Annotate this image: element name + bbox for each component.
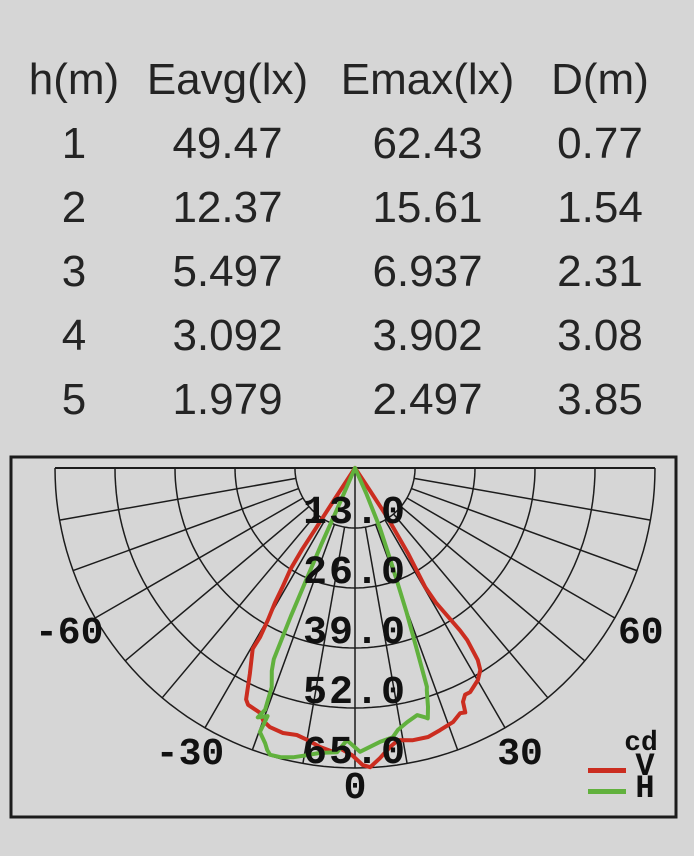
angle-tick-label-60: 60 [618, 612, 664, 655]
radial-tick-label-65.0: 65.0 [303, 731, 407, 776]
grid-spoke-60 [406, 497, 616, 619]
series-H-curve [255, 466, 430, 760]
table-header-1: Eavg(lx) [146, 55, 309, 104]
grid-spoke-80 [413, 477, 651, 521]
grid-spoke--60 [94, 497, 304, 619]
table-cell: 5.497 [172, 247, 283, 296]
grid-spoke-40 [392, 513, 549, 699]
grid-spoke--40 [161, 513, 318, 699]
grid-spoke--50 [124, 505, 310, 662]
table-cell: 62.43 [372, 119, 483, 168]
table-cell: 1.979 [172, 375, 283, 424]
table-cell: 15.61 [372, 183, 483, 232]
grid-spoke-30 [384, 519, 506, 729]
legend-label-V: V [635, 748, 655, 785]
table-header-3: D(m) [551, 55, 649, 104]
chart-border [9, 455, 678, 819]
angle-tick-label-0: 0 [344, 767, 367, 810]
table-cell: 1.54 [557, 183, 643, 232]
grid-spoke-70 [411, 487, 638, 572]
grid-spoke--80 [59, 477, 297, 521]
table-cell: 0.77 [557, 119, 643, 168]
grid-spoke--70 [72, 487, 299, 572]
table-cell: 1 [61, 119, 87, 168]
angle-tick-label-30: 30 [497, 733, 543, 776]
table-cell: 2 [61, 183, 87, 232]
table-cell: 3 [61, 247, 87, 296]
table-cell: 12.37 [172, 183, 283, 232]
grid-spoke--20 [251, 524, 336, 751]
radial-tick-label-52.0: 52.0 [303, 671, 407, 716]
legend-unit-label: cd [624, 728, 658, 759]
grid-spoke-50 [400, 505, 586, 662]
illuminance-table: h(m) Eavg(lx) Emax(lx) D(m) 1 49.47 62.43 0.77 2… [8, 48, 660, 432]
table-cell: 3.902 [372, 311, 483, 360]
table-cell: 3.092 [172, 311, 283, 360]
legend-label-H: H [635, 770, 654, 807]
table-cell: 2.497 [372, 375, 483, 424]
radial-tick-label-39.0: 39.0 [303, 611, 407, 656]
table-header-0: h(m) [28, 55, 120, 104]
table-header-2: Emax(lx) [340, 55, 515, 104]
angle-tick-label--60: -60 [35, 612, 103, 655]
table-cell: 4 [61, 311, 87, 360]
table-cell: 3.08 [557, 311, 643, 360]
table-cell: 6.937 [372, 247, 483, 296]
angle-tick-label--30: -30 [156, 733, 224, 776]
radial-tick-label-13.0: 13.0 [303, 491, 407, 536]
grid-spoke--10 [302, 526, 346, 764]
radial-tick-label-26.0: 26.0 [303, 551, 407, 596]
series-V-curve [244, 466, 483, 770]
grid-spoke-10 [364, 526, 408, 764]
table-cell: 3.85 [557, 375, 643, 424]
table-cell: 2.31 [557, 247, 643, 296]
table-cell: 5 [61, 375, 87, 424]
table-cell: 49.47 [172, 119, 283, 168]
